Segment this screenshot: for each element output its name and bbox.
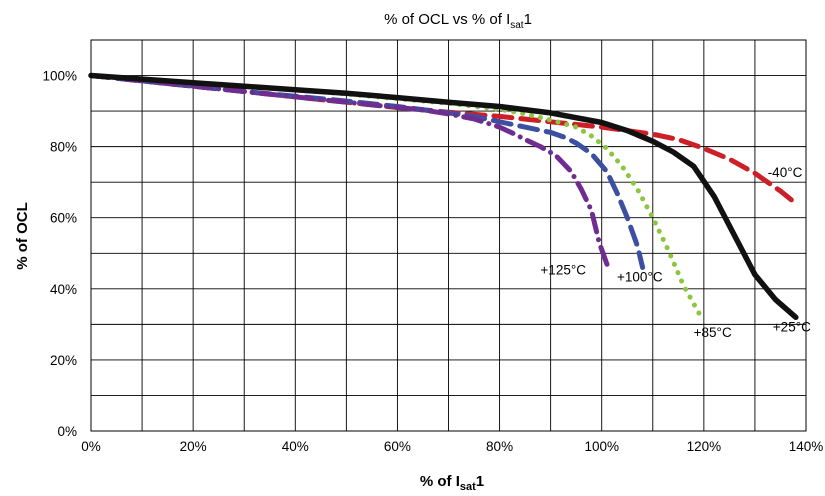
x-axis-title-subscript: sat [460,481,476,493]
series-line [88,73,799,206]
tick-labels: 0% 20% 40% 60% 80% 100% 120% 140% 0% 20% 40% 60% 80%… [42,69,823,454]
y-tick-label: 0% [57,424,77,439]
x-tick-label: 20% [180,439,207,454]
x-tick-label: 140% [789,439,824,454]
x-axis-title-main: % of I [420,473,460,490]
x-tick-label: 100% [584,439,619,454]
chart-title-subscript: sat [510,20,524,31]
chart-title: % of OCL vs % of Isat1 [384,11,532,31]
series-label: +125°C [540,263,586,278]
y-tick-label: 60% [50,211,77,226]
y-tick-label: 100% [42,69,77,84]
chart-title-tail: 1 [524,11,532,28]
y-tick-label: 40% [50,282,77,297]
gridlines [91,40,806,431]
x-tick-label: 80% [486,439,513,454]
x-tick-label: 0% [81,439,101,454]
x-tick-label: 40% [282,439,309,454]
series-layer [88,72,799,321]
x-tick-label: 120% [687,439,722,454]
x-axis-title-tail: 1 [476,473,484,490]
y-tick-label: 20% [50,353,77,368]
series-line [88,73,612,274]
series-label: +25°C [773,319,811,334]
plot-area-border [90,39,807,432]
series-label: -40°C [768,165,803,180]
x-tick-label: 60% [384,439,411,454]
x-axis-title: % of Isat1 [420,473,484,493]
series-label: +100°C [617,270,663,285]
series-label: +85°C [694,325,732,340]
y-tick-label: 80% [50,140,77,155]
series-line [88,72,799,321]
chart-title-main: % of OCL vs % of I [384,11,510,28]
y-axis-title: % of OCL [14,202,31,270]
series-labels: -40°C +25°C +85°C +100°C +125°C [540,165,811,340]
